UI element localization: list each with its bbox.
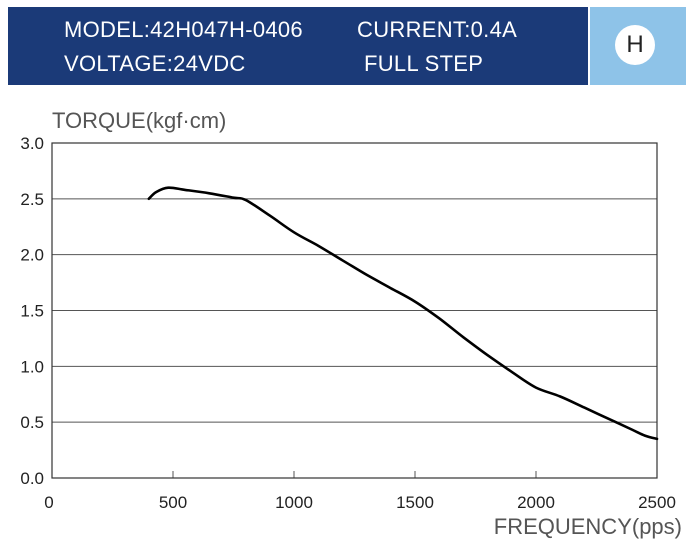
x-tick-label: 500 [159,493,187,512]
y-axis-title: TORQUE(kgf·cm) [52,108,227,133]
x-tick-labels: 0 500 1000 1500 2000 2500 [44,493,676,512]
model-badge: H [615,25,655,65]
step-mode-text: FULL STEP [364,51,484,76]
x-tick-label: 0 [44,493,53,512]
y-tick-labels: 0.0 0.5 1.0 1.5 2.0 2.5 3.0 [20,134,44,488]
spec-banner: MODEL:42H047H-0406 CURRENT:0.4A VOLTAGE:… [8,7,588,85]
badge-panel: H [590,7,686,85]
x-tick-label: 1000 [275,493,313,512]
torque-curve [147,186,659,441]
y-tick-label: 1.5 [20,302,44,321]
y-tick-label: 1.0 [20,357,44,376]
x-tick-label: 2000 [517,493,555,512]
voltage-text: VOLTAGE:24VDC [64,51,246,76]
y-tick-label: 0.0 [20,469,44,488]
y-tick-label: 2.0 [20,246,44,265]
grid-lines [52,198,657,478]
plot-frame [51,142,658,479]
x-axis-title: FREQUENCY(pps) [493,514,682,539]
y-tick-label: 0.5 [20,413,44,432]
x-tick-label: 2500 [638,493,676,512]
y-tick-label: 2.5 [20,190,44,209]
x-tick-label: 1500 [396,493,434,512]
current-text: CURRENT:0.4A [357,17,518,42]
model-text: MODEL:42H047H-0406 [64,17,303,42]
y-tick-label: 3.0 [20,134,44,153]
